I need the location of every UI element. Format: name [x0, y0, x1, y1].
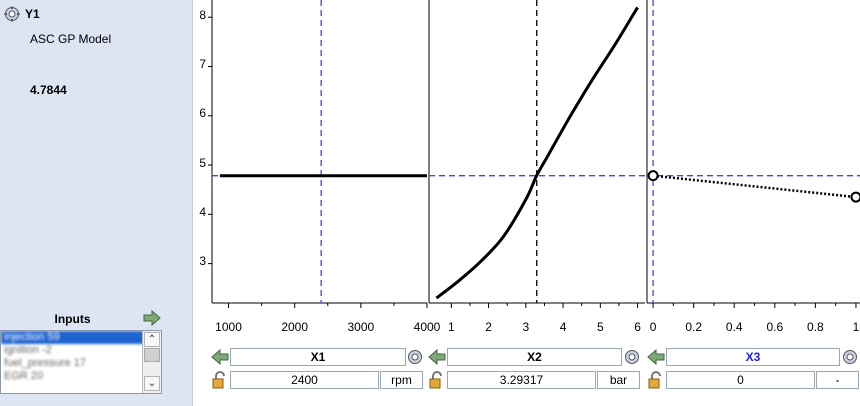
x-tick-label: 2 [485, 320, 492, 334]
inputs-list[interactable]: injection 59 ignition -2 fuel_pressure 1… [0, 330, 162, 394]
x-tick-label: 1000 [215, 320, 242, 334]
series-line [652, 174, 857, 199]
response-panel: Y1 ASC GP Model 4.7844 Inputs injection … [0, 0, 193, 406]
factor-unit-x3: - [816, 371, 859, 389]
factor-value-x2[interactable]: 3.29317 [447, 371, 596, 389]
gear-icon[interactable] [624, 349, 640, 365]
arrow-left-icon[interactable] [647, 349, 665, 365]
arrow-right-icon[interactable] [143, 310, 161, 326]
list-item[interactable]: EGR 20 [4, 370, 44, 382]
x-tick-label: 1 [448, 320, 455, 334]
list-item[interactable]: ignition -2 [4, 344, 52, 356]
factor-name-x3[interactable]: X3 [666, 348, 840, 366]
factor-unit-x2: bar [597, 371, 640, 389]
factor-name-x2[interactable]: X2 [447, 348, 622, 366]
factor-plots: 1000 2000 3000 4000 1 2 3 4 5 6 0 0.2 0.4 0.6 0.8 1 [208, 0, 860, 334]
y-tick-label: 5 [199, 156, 206, 170]
x-tick-label: 3000 [347, 320, 374, 334]
y-tick-label: 6 [199, 106, 206, 120]
data-point [850, 191, 860, 203]
list-item[interactable]: fuel_pressure 17 [4, 357, 86, 369]
response-name: Y1 [25, 7, 40, 21]
x-tick-label: 0.4 [726, 320, 743, 334]
gear-icon[interactable] [407, 349, 423, 365]
y-tick-label: 4 [199, 205, 206, 219]
arrow-left-icon[interactable] [211, 349, 229, 365]
gear-icon[interactable] [842, 349, 858, 365]
y-tick-label: 3 [199, 254, 206, 268]
scroll-down-icon[interactable]: ⌄ [144, 376, 160, 391]
data-point [647, 170, 659, 182]
y-tick-label: 7 [199, 57, 206, 71]
series-line [435, 6, 639, 300]
response-title-row: Y1 [4, 5, 40, 23]
gear-icon[interactable] [4, 6, 20, 22]
lock-icon[interactable] [428, 371, 446, 389]
inputs-label: Inputs [54, 312, 91, 326]
factor-name-x1[interactable]: X1 [230, 348, 406, 366]
x-tick-label: 6 [634, 320, 641, 334]
model-name: ASC GP Model [30, 32, 112, 46]
factor-unit-x1: rpm [380, 371, 423, 389]
x-tick-label: 0.6 [766, 320, 783, 334]
x-tick-label: 4000 [414, 320, 441, 334]
x-tick-label: 0 [650, 320, 657, 334]
list-item[interactable]: injection 59 [1, 331, 161, 344]
x-tick-label: 5 [597, 320, 604, 334]
list-scrollbar[interactable]: ⌃ ⌄ [142, 331, 161, 393]
x-tick-label: 4 [560, 320, 567, 334]
x-tick-label: 0.8 [807, 320, 824, 334]
scroll-thumb[interactable] [144, 348, 160, 362]
x-tick-label: 0.2 [685, 320, 702, 334]
x-tick-label: 2000 [281, 320, 308, 334]
arrow-left-icon[interactable] [428, 349, 446, 365]
response-value: 4.7844 [30, 83, 67, 97]
factor-value-x1[interactable]: 2400 [230, 371, 379, 389]
lock-icon[interactable] [211, 371, 229, 389]
lock-icon[interactable] [647, 371, 665, 389]
x-tick-label: 3 [522, 320, 529, 334]
y-axis-labels: 8 7 6 5 4 3 [192, 0, 212, 320]
x-tick-label: 1 [853, 320, 860, 334]
y-tick-label: 8 [199, 8, 206, 22]
factor-value-x3[interactable]: 0 [666, 371, 815, 389]
scroll-up-icon[interactable]: ⌃ [144, 332, 160, 347]
